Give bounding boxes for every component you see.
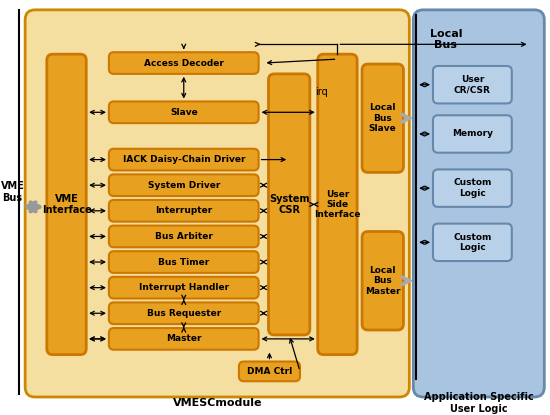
Text: DMA Ctrl: DMA Ctrl <box>247 367 292 376</box>
FancyBboxPatch shape <box>109 226 258 247</box>
Text: User
Side
Interface: User Side Interface <box>314 190 361 219</box>
FancyBboxPatch shape <box>109 277 258 298</box>
Text: Master: Master <box>166 334 201 343</box>
FancyBboxPatch shape <box>433 66 512 103</box>
Text: Bus Arbiter: Bus Arbiter <box>155 232 213 241</box>
FancyBboxPatch shape <box>109 303 258 324</box>
Text: System
CSR: System CSR <box>269 194 310 215</box>
FancyBboxPatch shape <box>109 149 258 171</box>
FancyBboxPatch shape <box>109 52 258 74</box>
Text: Local
Bus
Master: Local Bus Master <box>365 266 400 295</box>
FancyBboxPatch shape <box>433 115 512 153</box>
Text: VMESCmodule: VMESCmodule <box>173 398 262 408</box>
FancyBboxPatch shape <box>109 328 258 350</box>
FancyBboxPatch shape <box>109 251 258 273</box>
Text: Custom
Logic: Custom Logic <box>453 233 492 252</box>
Text: IACK Daisy-Chain Driver: IACK Daisy-Chain Driver <box>123 155 245 164</box>
Text: Custom
Logic: Custom Logic <box>453 178 492 198</box>
FancyBboxPatch shape <box>433 169 512 207</box>
Text: System Driver: System Driver <box>147 181 220 190</box>
Text: Local
Bus
Slave: Local Bus Slave <box>369 103 397 133</box>
FancyBboxPatch shape <box>413 10 544 397</box>
Text: VME
Interface: VME Interface <box>42 194 91 215</box>
Text: Bus Timer: Bus Timer <box>158 258 210 266</box>
FancyBboxPatch shape <box>47 54 86 355</box>
FancyBboxPatch shape <box>109 174 258 196</box>
FancyBboxPatch shape <box>318 54 357 355</box>
FancyBboxPatch shape <box>239 361 300 381</box>
FancyBboxPatch shape <box>433 224 512 261</box>
FancyBboxPatch shape <box>109 200 258 222</box>
Text: Interrupter: Interrupter <box>155 206 212 215</box>
Text: irq: irq <box>315 87 327 97</box>
FancyBboxPatch shape <box>25 10 409 397</box>
Text: Access Decoder: Access Decoder <box>144 59 224 68</box>
Text: Memory: Memory <box>452 129 493 139</box>
Text: Interrupt Handler: Interrupt Handler <box>139 283 229 292</box>
FancyBboxPatch shape <box>362 64 404 172</box>
Text: Slave: Slave <box>170 108 197 117</box>
Text: Bus Requester: Bus Requester <box>147 309 221 318</box>
Text: Application Specific
User Logic: Application Specific User Logic <box>424 392 534 414</box>
Text: Local
Bus: Local Bus <box>430 29 462 50</box>
FancyBboxPatch shape <box>362 232 404 330</box>
FancyBboxPatch shape <box>109 101 258 123</box>
Text: VME
Bus: VME Bus <box>1 181 24 203</box>
FancyBboxPatch shape <box>268 74 310 335</box>
Text: User
CR/CSR: User CR/CSR <box>454 75 491 95</box>
